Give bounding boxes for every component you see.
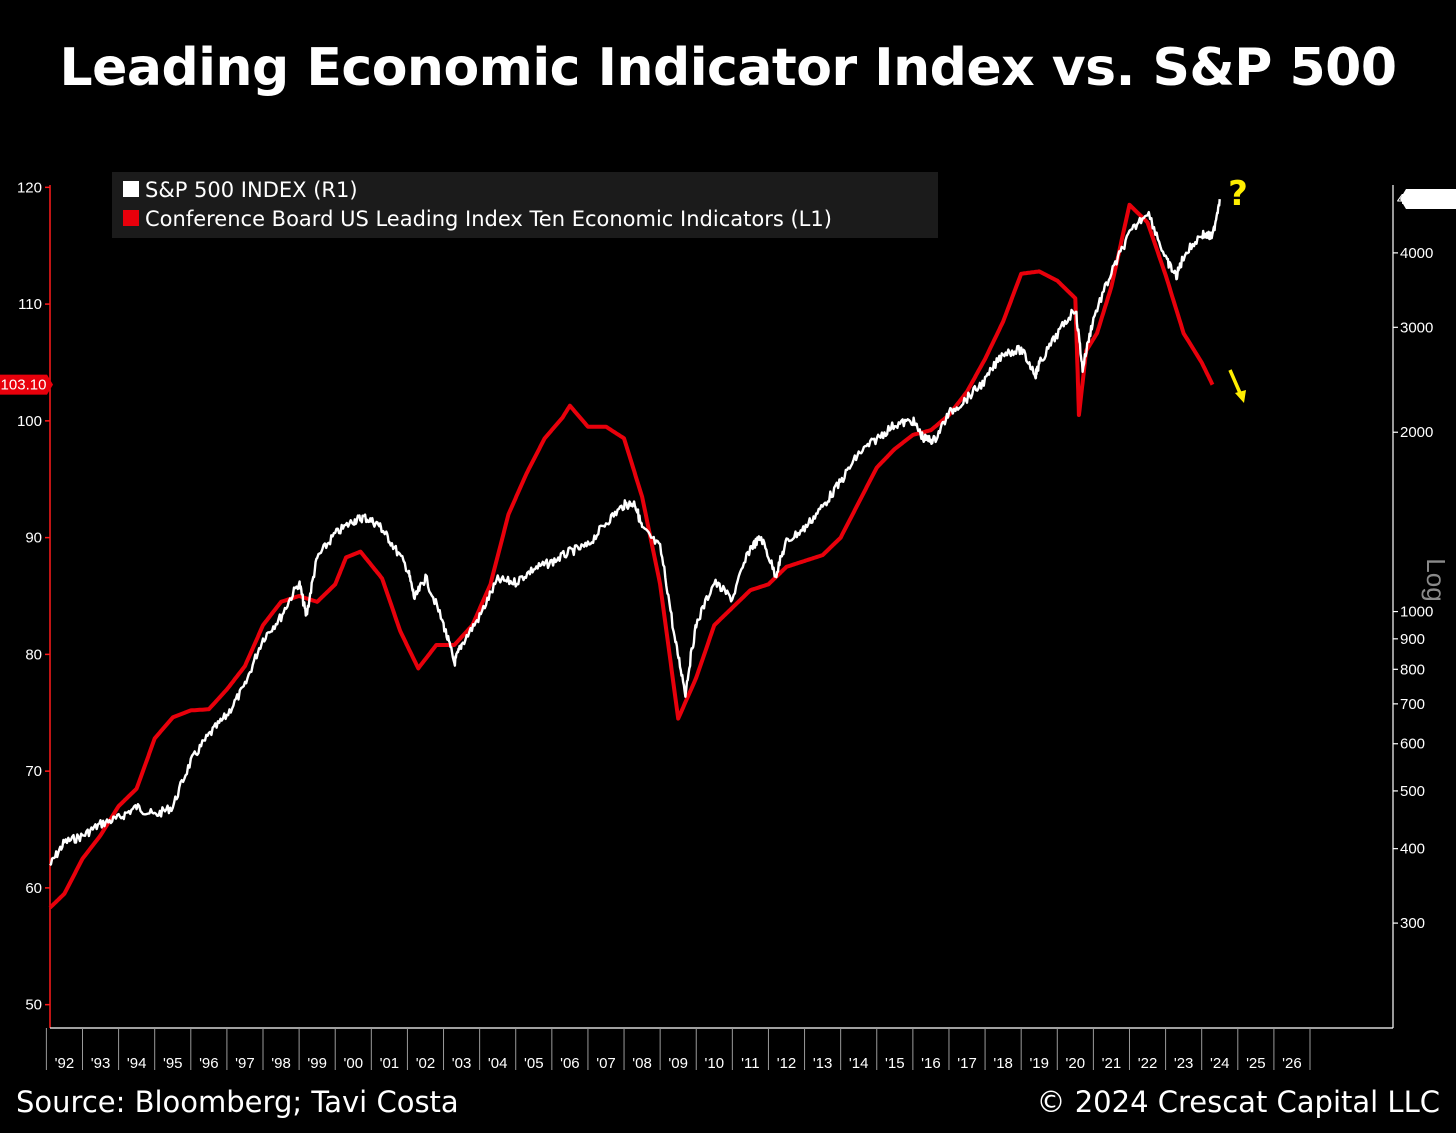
left-tick-label: 80 xyxy=(25,646,42,663)
x-tick-label: '12 xyxy=(777,1055,797,1072)
x-tick-label: '20 xyxy=(1066,1055,1086,1072)
left-tick-label: 120 xyxy=(17,179,42,196)
x-tick-label: '93 xyxy=(91,1055,111,1072)
x-tick-label: '01 xyxy=(380,1055,400,1072)
right-last-value-label: 4924.97 xyxy=(1397,191,1451,208)
x-tick-label: '02 xyxy=(416,1055,436,1072)
left-tick-label: 100 xyxy=(17,413,42,430)
x-tick-label: '08 xyxy=(632,1055,652,1072)
x-tick-label: '03 xyxy=(452,1055,472,1072)
right-tick-label: 600 xyxy=(1400,736,1425,753)
sp500-series-line xyxy=(49,199,1221,867)
right-tick-label: 1000 xyxy=(1400,604,1433,621)
x-tick-label: '06 xyxy=(560,1055,580,1072)
copyright-text: © 2024 Crescat Capital LLC xyxy=(1036,1085,1441,1119)
right-tick-label: 4000 xyxy=(1400,245,1433,262)
x-tick-label: '23 xyxy=(1174,1055,1194,1072)
x-tick-label: '26 xyxy=(1282,1055,1302,1072)
legend-label: Conference Board US Leading Index Ten Ec… xyxy=(145,207,832,231)
left-last-value-pointer xyxy=(47,374,53,395)
x-tick-label: '99 xyxy=(307,1055,327,1072)
x-tick-label: '15 xyxy=(885,1055,905,1072)
left-last-value-label: 103.10 xyxy=(1,377,47,394)
legend-swatch xyxy=(123,181,139,197)
chart-title: Leading Economic Indicator Index vs. S&P… xyxy=(59,38,1397,98)
x-tick-label: '96 xyxy=(199,1055,219,1072)
right-tick-label: 800 xyxy=(1400,661,1425,678)
legend-swatch xyxy=(123,210,139,226)
log-scale-label: Log xyxy=(1421,558,1451,601)
x-ticks: '92 '93 '94 '95 '96 '97 '98 '99 '00 '01 '02 '03 '04 '… xyxy=(45,1028,1311,1072)
right-tick-label: 500 xyxy=(1400,783,1425,800)
x-tick-label: '22 xyxy=(1138,1055,1158,1072)
x-tick-label: '19 xyxy=(1029,1055,1049,1072)
x-tick-label: '92 xyxy=(55,1055,75,1072)
right-tick-label: 700 xyxy=(1400,696,1425,713)
down-arrow-shaft xyxy=(1228,369,1242,394)
x-tick-label: '94 xyxy=(127,1055,147,1072)
right-tick-label: 2000 xyxy=(1400,424,1433,441)
right-last-value-badge xyxy=(1400,189,1456,210)
left-tick-label: 70 xyxy=(25,763,42,780)
x-tick-label: '09 xyxy=(668,1055,688,1072)
right-tick-label: 300 xyxy=(1400,915,1425,932)
x-tick-label: '95 xyxy=(163,1055,183,1072)
x-tick-label: '18 xyxy=(993,1055,1013,1072)
x-tick-label: '14 xyxy=(849,1055,869,1072)
source-text: Source: Bloomberg; Tavi Costa xyxy=(16,1085,459,1119)
x-tick-label: '00 xyxy=(343,1055,363,1072)
x-tick-label: '25 xyxy=(1246,1055,1266,1072)
x-tick-label: '98 xyxy=(271,1055,291,1072)
x-tick-label: '04 xyxy=(488,1055,508,1072)
left-last-value-badge xyxy=(0,374,47,395)
x-tick-label: '24 xyxy=(1210,1055,1230,1072)
right-tick-label: 3000 xyxy=(1400,319,1433,336)
right-tick-label: 900 xyxy=(1400,631,1425,648)
down-arrow-icon xyxy=(1235,390,1246,403)
right-tick-label: 400 xyxy=(1400,841,1425,858)
left-tick-label: 90 xyxy=(25,530,42,547)
lei-series-line xyxy=(48,202,1215,910)
left-tick-label: 60 xyxy=(25,880,42,897)
x-tick-label: '07 xyxy=(596,1055,616,1072)
question-mark-annotation: ? xyxy=(1228,174,1248,214)
x-tick-label: '16 xyxy=(921,1055,941,1072)
left-tick-label: 50 xyxy=(25,997,42,1014)
x-tick-label: '97 xyxy=(235,1055,255,1072)
x-tick-label: '17 xyxy=(957,1055,977,1072)
x-tick-label: '13 xyxy=(813,1055,833,1072)
left-tick-label: 110 xyxy=(18,296,42,313)
x-tick-label: '21 xyxy=(1102,1055,1122,1072)
legend-label: S&P 500 INDEX (R1) xyxy=(145,178,358,202)
x-tick-label: '11 xyxy=(741,1055,759,1072)
x-tick-label: '05 xyxy=(524,1055,544,1072)
x-tick-label: '10 xyxy=(705,1055,725,1072)
legend-box xyxy=(112,172,938,238)
